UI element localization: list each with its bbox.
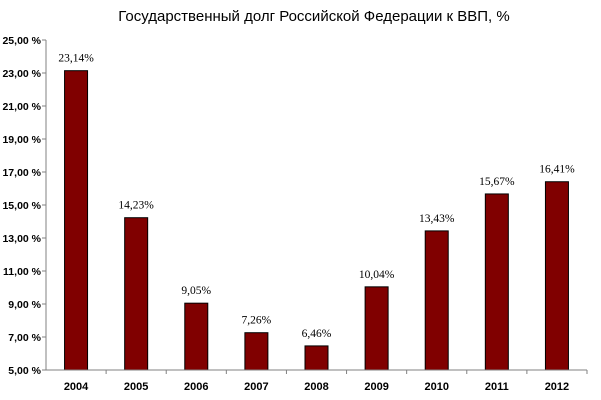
data-label-2010: 13,43% — [419, 213, 455, 225]
data-label-2008: 6,46% — [302, 328, 332, 340]
data-label-2006: 9,05% — [181, 285, 211, 297]
data-label-2011: 15,67% — [479, 176, 515, 188]
bar-2005 — [124, 217, 149, 371]
bar-2006 — [184, 302, 209, 371]
x-tick-label-2011: 2011 — [485, 381, 509, 393]
bar-2011 — [484, 193, 509, 371]
x-tick-label-2012: 2012 — [545, 381, 569, 393]
bar-2007 — [244, 332, 269, 371]
y-tick-label: 25,00 % — [2, 35, 41, 47]
x-axis-ticks: 2004 2005 2006 2007 2008 2009 2010 2011 2012 — [64, 370, 588, 393]
bar-2010 — [424, 230, 449, 371]
data-label-2004: 23,14% — [58, 53, 94, 65]
bar-2008 — [304, 345, 329, 371]
y-tick-label: 19,00 % — [2, 134, 41, 146]
x-tick-label-2007: 2007 — [244, 381, 268, 393]
data-label-2012: 16,41% — [539, 164, 575, 176]
bar-2012 — [544, 181, 569, 371]
y-tick-label: 21,00 % — [2, 101, 41, 113]
x-tick-label-2004: 2004 — [64, 381, 89, 393]
chart-title: Государственный долг Российской Федераци… — [118, 8, 509, 25]
data-labels: 23,14% 14,23% 9,05% 7,26% 6,46% 10,04% 13,43% 1… — [58, 53, 575, 340]
data-label-2005: 14,23% — [118, 200, 154, 212]
bars — [64, 70, 569, 371]
x-tick-label-2009: 2009 — [364, 381, 388, 393]
y-tick-label: 11,00 % — [3, 266, 42, 278]
x-tick-label-2005: 2005 — [124, 381, 148, 393]
y-tick-label: 5,00 % — [8, 365, 41, 377]
y-tick-label: 13,00 % — [2, 233, 41, 245]
y-tick-label: 9,00 % — [8, 299, 41, 311]
bar-2009 — [364, 286, 389, 371]
data-label-2009: 10,04% — [359, 269, 395, 281]
y-tick-label: 17,00 % — [2, 167, 41, 179]
bar-2004 — [64, 70, 89, 371]
x-tick-label-2008: 2008 — [304, 381, 328, 393]
data-label-2007: 7,26% — [242, 315, 272, 327]
y-tick-label: 7,00 % — [8, 332, 41, 344]
y-tick-label: 23,00 % — [2, 68, 41, 80]
x-tick-label-2006: 2006 — [184, 381, 208, 393]
y-tick-label: 15,00 % — [2, 200, 41, 212]
x-tick-label-2010: 2010 — [424, 381, 448, 393]
y-axis-ticks: 5,00 % 7,00 % 9,00 % 11,00 % 13,00 % 15,00 % 1… — [2, 35, 46, 377]
